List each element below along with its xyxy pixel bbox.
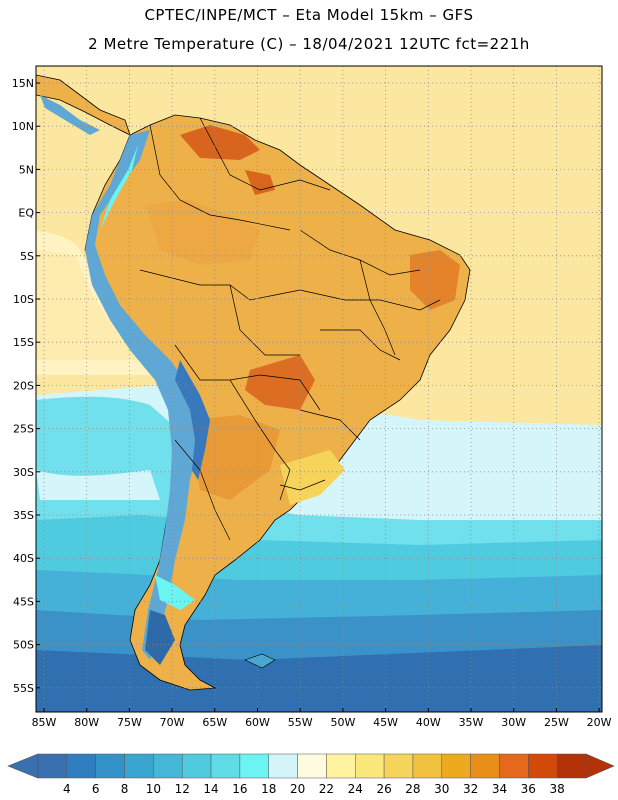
colorbar-label: 28 bbox=[405, 782, 420, 796]
colorbar-swatch bbox=[210, 753, 241, 779]
colorbar-label: 14 bbox=[203, 782, 218, 796]
hot-region-northeast bbox=[410, 250, 460, 310]
lon-tick-label: 55W bbox=[288, 716, 313, 729]
lat-tick-label: 15N bbox=[12, 77, 34, 90]
colorbar-swatch bbox=[441, 753, 471, 779]
colorbar-swatch bbox=[412, 753, 443, 779]
lon-tick-label: 80W bbox=[74, 716, 99, 729]
lat-tick-label: 10N bbox=[12, 120, 34, 133]
lon-tick-label: 65W bbox=[202, 716, 227, 729]
lon-tick-label: 75W bbox=[117, 716, 142, 729]
colorbar-swatch bbox=[124, 753, 154, 779]
lat-tick-label: 20S bbox=[13, 379, 34, 392]
lat-tick-label: 10S bbox=[13, 293, 34, 306]
map-subtitle: 2 Metre Temperature (C) – 18/04/2021 12U… bbox=[88, 35, 530, 53]
colorbar: 4 6 8 10 12 14 16 18 20 22 24 26 28 30 32 34 36 38 bbox=[7, 753, 615, 796]
map-frame bbox=[35, 65, 603, 713]
colorbar-swatch bbox=[37, 753, 68, 779]
lon-tick-label: 40W bbox=[416, 716, 441, 729]
colorbar-label: 4 bbox=[63, 782, 71, 796]
colorbar-label: 32 bbox=[463, 782, 478, 796]
colorbar-swatch bbox=[499, 753, 529, 779]
colorbar-label: 38 bbox=[550, 782, 565, 796]
lat-tick-label: 5S bbox=[20, 250, 34, 263]
lon-tick-label: 45W bbox=[373, 716, 398, 729]
colorbar-swatch bbox=[239, 753, 269, 779]
colorbar-label: 16 bbox=[232, 782, 247, 796]
colorbar-swatch bbox=[556, 753, 587, 779]
lat-tick-label: 30S bbox=[13, 466, 34, 479]
lat-tick-label: 50S bbox=[13, 639, 34, 652]
longitude-axis: 85W 80W 75W 70W 65W 60W 55W 50W 45W 40W 35W 30W 25W 2… bbox=[32, 708, 612, 729]
colorbar-swatch bbox=[297, 753, 327, 779]
colorbar-swatch bbox=[95, 753, 125, 779]
colorbar-label: 26 bbox=[376, 782, 391, 796]
colorbar-swatch bbox=[326, 753, 356, 779]
map-field bbox=[36, 66, 602, 712]
colorbar-swatch bbox=[181, 753, 212, 779]
map-title: CPTEC/INPE/MCT – Eta Model 15km – GFS bbox=[144, 6, 474, 24]
lon-tick-label: 85W bbox=[32, 716, 57, 729]
lon-tick-label: 20W bbox=[587, 716, 612, 729]
colorbar-label: 6 bbox=[92, 782, 100, 796]
lon-tick-label: 70W bbox=[160, 716, 185, 729]
lon-tick-label: 50W bbox=[330, 716, 355, 729]
colorbar-label: 22 bbox=[319, 782, 334, 796]
andes-cold-strip bbox=[85, 130, 200, 660]
hot-region-north bbox=[180, 125, 260, 160]
lat-tick-label: 40S bbox=[13, 552, 34, 565]
colorbar-label: 8 bbox=[121, 782, 129, 796]
colorbar-label: 10 bbox=[146, 782, 161, 796]
lat-tick-label: EQ bbox=[18, 207, 34, 220]
lat-tick-label: 55S bbox=[13, 682, 34, 695]
lat-tick-label: 35S bbox=[13, 509, 34, 522]
lat-tick-label: 25S bbox=[13, 423, 34, 436]
lon-tick-label: 35W bbox=[459, 716, 484, 729]
colorbar-right-arrow bbox=[585, 753, 615, 779]
lat-tick-label: 45S bbox=[13, 595, 34, 608]
lon-tick-label: 25W bbox=[544, 716, 569, 729]
colorbar-left-arrow bbox=[7, 753, 39, 779]
colorbar-swatch bbox=[383, 753, 414, 779]
colorbar-swatch bbox=[470, 753, 500, 779]
lat-tick-label: 5N bbox=[19, 163, 34, 176]
colorbar-swatch bbox=[528, 753, 558, 779]
colorbar-label: 34 bbox=[492, 782, 507, 796]
lon-tick-label: 60W bbox=[245, 716, 270, 729]
colorbar-label: 20 bbox=[290, 782, 305, 796]
ocean-band-pale-west bbox=[36, 470, 160, 500]
colorbar-swatch bbox=[355, 753, 385, 779]
colorbar-swatch bbox=[66, 753, 96, 779]
latitude-axis: 15N 10N 5N EQ 5S 10S 15S 20S 25S 30S 35S 40S 45S 50S 5… bbox=[12, 77, 40, 695]
colorbar-label: 18 bbox=[261, 782, 276, 796]
colorbar-label: 12 bbox=[175, 782, 190, 796]
hot-region-central bbox=[245, 355, 315, 410]
colorbar-swatch bbox=[153, 753, 183, 779]
colorbar-label: 30 bbox=[434, 782, 449, 796]
colorbar-label: 24 bbox=[348, 782, 363, 796]
lon-tick-label: 30W bbox=[501, 716, 526, 729]
lat-tick-label: 15S bbox=[13, 336, 34, 349]
colorbar-label: 36 bbox=[521, 782, 536, 796]
colorbar-swatch bbox=[268, 753, 298, 779]
